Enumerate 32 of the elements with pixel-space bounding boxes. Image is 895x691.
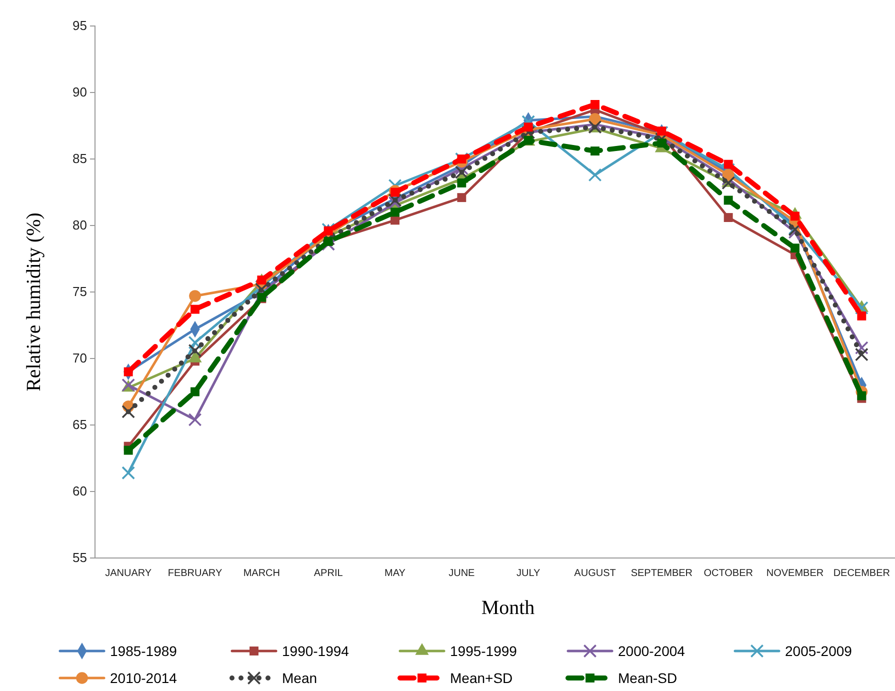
y-tick-label: 60: [72, 484, 87, 499]
y-tick-label: 95: [72, 18, 87, 34]
y-tick-label: 85: [72, 151, 87, 166]
legend-label: Mean+SD: [450, 670, 513, 686]
x-tick-label: DECEMBER: [833, 568, 890, 579]
y-axis-title: Relative humidity (%): [23, 212, 45, 392]
x-tick-label: MARCH: [243, 568, 280, 579]
x-axis-title: Month: [481, 597, 535, 619]
legend-label: 2010-2014: [110, 670, 178, 686]
x-tick-label: FEBRUARY: [168, 568, 222, 579]
x-tick-label: JUNE: [448, 568, 476, 579]
legend-label: 2005-2009: [785, 643, 852, 659]
legend-label: Mean: [282, 670, 318, 686]
legend-label: 1985-1989: [110, 643, 178, 659]
x-tick-label: JANUARY: [105, 568, 152, 579]
x-tick-label: AUGUST: [574, 568, 616, 579]
x-tick-label: OCTOBER: [704, 568, 753, 579]
y-tick-label: 65: [72, 417, 87, 432]
y-tick-label: 70: [72, 350, 87, 366]
legend-label: Mean-SD: [618, 670, 678, 686]
y-tick-label: 80: [72, 218, 87, 233]
legend-label: 1995-1999: [450, 643, 518, 659]
x-tick-label: MAY: [384, 568, 406, 579]
y-tick-label: 55: [72, 550, 87, 566]
x-tick-label: APRIL: [314, 568, 344, 579]
legend-label: 2000-2004: [618, 643, 686, 659]
x-tick-label: SEPTEMBER: [630, 568, 693, 579]
y-tick-label: 75: [72, 284, 87, 300]
x-tick-label: NOVEMBER: [766, 568, 824, 579]
y-tick-label: 90: [72, 84, 87, 100]
legend-label: 1990-1994: [282, 643, 350, 659]
x-tick-label: JULY: [516, 568, 541, 579]
